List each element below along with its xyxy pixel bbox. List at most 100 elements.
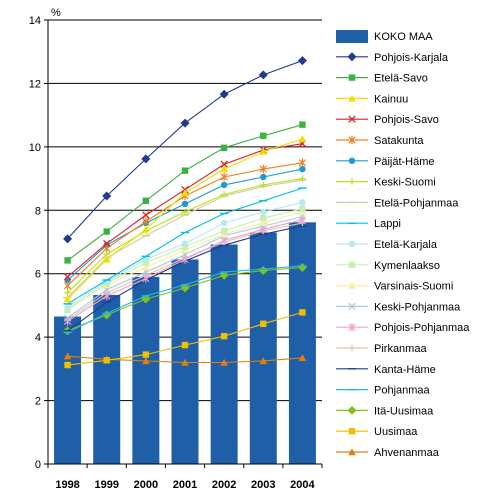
bar [210, 244, 238, 464]
square-marker [142, 197, 150, 204]
square-marker [260, 320, 267, 328]
square-marker [181, 167, 189, 174]
star-marker [348, 135, 356, 145]
plus-marker [181, 208, 189, 216]
legend-label: Kainuu [374, 93, 408, 105]
square-marker [64, 361, 71, 369]
x-tick-label: 2001 [173, 479, 197, 491]
x-marker [103, 239, 111, 248]
square-marker [181, 341, 189, 349]
y-tick-label: 6 [35, 269, 41, 281]
legend-label: Pohjanmaa [374, 385, 431, 397]
circle-marker [260, 208, 267, 216]
triangle-marker [142, 357, 150, 365]
series-group [64, 309, 306, 369]
legend-label: Etelä-Pohjanmaa [374, 197, 459, 209]
legend-entry: Etelä-Savo [336, 73, 428, 85]
square-marker [260, 132, 267, 139]
triangle-marker [181, 189, 189, 197]
x-marker [63, 273, 72, 281]
series-group [63, 265, 307, 334]
series-group [64, 165, 306, 284]
diamond-marker [102, 191, 112, 201]
square-marker [220, 144, 228, 152]
legend-label: Pirkanmaa [374, 343, 427, 355]
star-marker [220, 172, 228, 182]
star-marker [259, 164, 267, 174]
y-tick-label: 12 [29, 78, 41, 90]
triangle-marker [220, 165, 228, 173]
x-tick-label: 2000 [134, 479, 158, 491]
legend-entry: Uusimaa [336, 426, 418, 438]
legend-entry: Kanta-Häme [336, 364, 436, 376]
series-group [63, 56, 307, 244]
square-marker [348, 74, 356, 81]
star-marker [63, 281, 72, 290]
legend-label: Etelä-Karjala [374, 239, 438, 251]
bar [132, 276, 160, 464]
x-tick-label: 1998 [55, 479, 79, 491]
legend-label: Ahvenanmaa [374, 447, 440, 459]
star-marker [142, 274, 150, 283]
circle-marker [348, 240, 356, 248]
legend-entry: Pohjois-Karjala [336, 52, 449, 64]
square-marker [64, 257, 71, 264]
triangle-marker [259, 147, 268, 155]
circle-marker [299, 199, 306, 206]
bar [288, 222, 316, 464]
circle-marker [220, 219, 228, 227]
legend-label: Päijät-Häme [374, 156, 435, 168]
legend-swatch-bar [336, 30, 368, 43]
bar [93, 294, 121, 464]
x-tick-label: 2003 [251, 479, 275, 491]
legend-entry: Kainuu [336, 93, 408, 105]
legend-entry: Etelä-Pohjanmaa [336, 197, 459, 209]
triangle-marker [259, 219, 268, 227]
square-marker [220, 227, 228, 235]
series-group [64, 121, 306, 264]
legend-label: Lappi [374, 218, 401, 230]
triangle-marker [63, 295, 72, 303]
triangle-marker [63, 352, 72, 360]
legend-label: Pohjois-Pohjanmaa [374, 322, 470, 334]
x-tick-label: 1999 [94, 479, 118, 491]
x-marker [142, 211, 150, 219]
legend-entry: Varsinais-Suomi [336, 281, 453, 293]
plus-marker [260, 181, 267, 189]
square-marker [348, 428, 356, 435]
legend-entry: Itä-Uusimaa [336, 405, 434, 417]
square-marker [348, 261, 356, 268]
plus-marker [348, 178, 356, 185]
circle-marker [220, 181, 228, 189]
legend-entry: Pirkanmaa [336, 343, 427, 355]
triangle-marker [348, 448, 356, 456]
x-marker [348, 302, 356, 311]
square-marker [220, 332, 228, 340]
triangle-marker [298, 135, 307, 143]
circle-marker [260, 173, 267, 181]
x-marker [63, 314, 72, 322]
legend-label: Varsinais-Suomi [374, 281, 453, 293]
triangle-marker [220, 358, 228, 366]
plus-marker [220, 191, 228, 198]
diamond-marker [141, 154, 151, 164]
y-tick-label: 0 [35, 459, 41, 471]
y-unit-label: % [51, 7, 61, 19]
x-marker [220, 160, 228, 168]
star-marker [348, 323, 356, 332]
legend-entry: Keski-Suomi [336, 177, 436, 189]
legend-entry: Pohjanmaa [336, 385, 431, 397]
square-marker [103, 357, 110, 364]
legend-entry: Etelä-Karjala [336, 239, 438, 251]
circle-marker [181, 200, 189, 208]
star-marker [298, 158, 307, 167]
x-tick-label: 2004 [290, 479, 315, 491]
y-tick-label: 4 [35, 332, 41, 344]
line-series [63, 56, 307, 369]
legend-entry: Päijät-Häme [336, 156, 435, 168]
legend-label: Keski-Suomi [374, 177, 436, 189]
legend-entry: Lappi [336, 218, 401, 230]
diamond-marker [219, 270, 229, 280]
legend-label: KOKO MAA [374, 31, 433, 43]
plus-marker [64, 289, 71, 296]
